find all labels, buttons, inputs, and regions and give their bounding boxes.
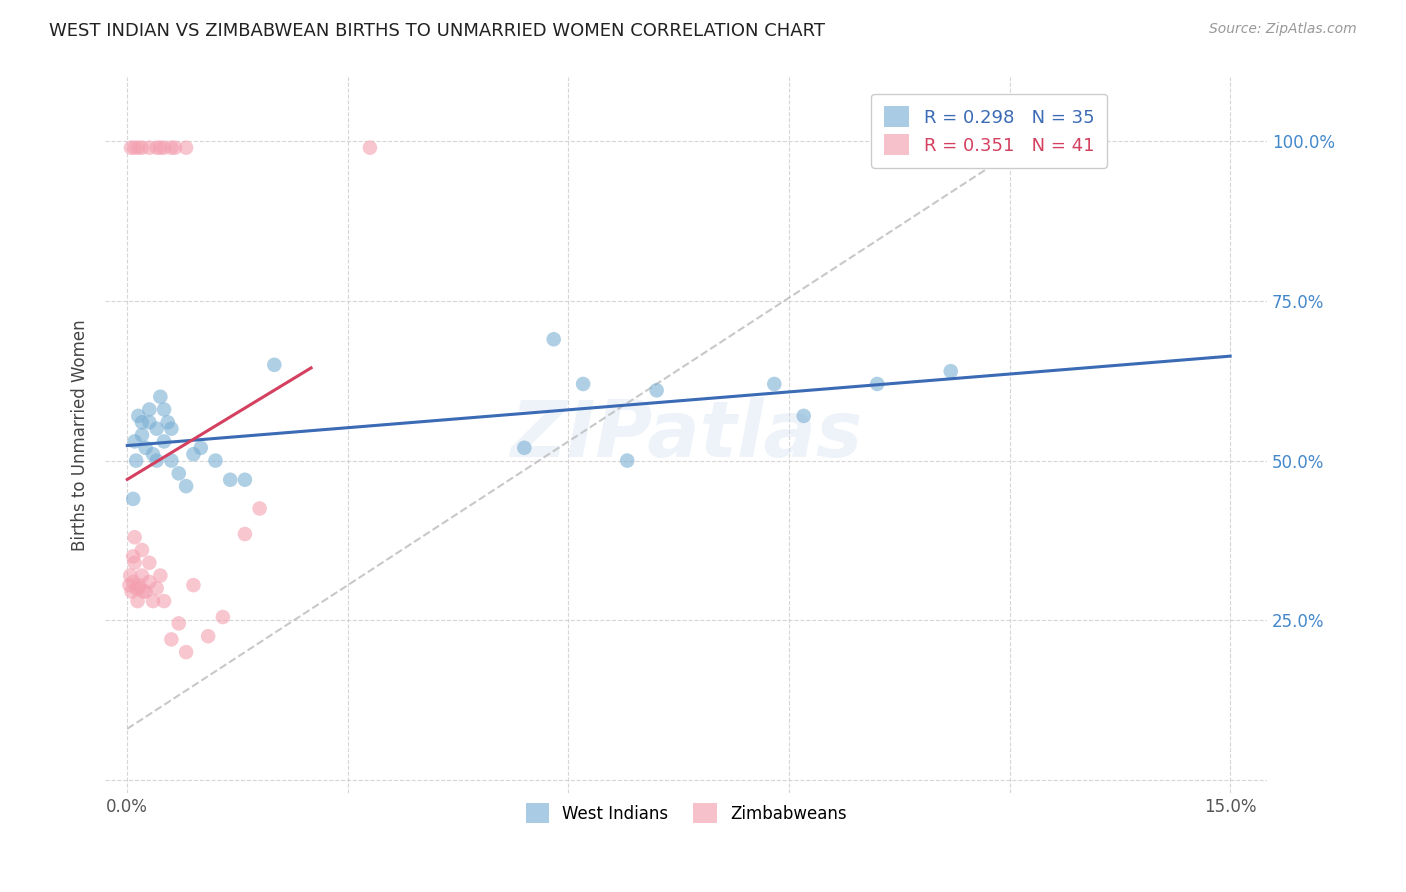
Point [359,141,381,155]
Point [149,568,172,582]
Point [543,332,565,346]
Point [763,376,786,391]
Point [145,582,167,596]
Point [149,141,172,155]
Text: ZIPatlas: ZIPatlas [510,397,862,473]
Point [131,415,153,429]
Point [156,415,179,429]
Point [124,530,146,544]
Point [866,376,889,391]
Point [131,141,153,155]
Point [138,574,160,589]
Point [793,409,815,423]
Point [138,415,160,429]
Point [174,645,197,659]
Point [160,422,183,436]
Point [122,574,145,589]
Point [149,390,172,404]
Point [183,578,205,592]
Point [118,578,141,592]
Point [120,141,142,155]
Point [153,434,176,449]
Point [121,584,143,599]
Point [131,428,153,442]
Point [167,467,190,481]
Point [131,568,153,582]
Point [135,584,157,599]
Point [263,358,285,372]
Point [145,453,167,467]
Point [138,556,160,570]
Point [572,376,595,391]
Text: Source: ZipAtlas.com: Source: ZipAtlas.com [1209,22,1357,37]
Point [128,578,150,592]
Point [145,422,167,436]
Point [219,473,242,487]
Point [160,453,183,467]
Point [616,453,638,467]
Point [212,610,235,624]
Point [122,491,145,506]
Point [138,402,160,417]
Point [132,584,155,599]
Point [120,568,142,582]
Point [131,543,153,558]
Point [160,632,183,647]
Point [153,141,176,155]
Point [127,582,149,596]
Point [124,434,146,449]
Point [138,141,160,155]
Y-axis label: Births to Unmarried Women: Births to Unmarried Women [72,319,89,551]
Point [122,549,145,564]
Point [127,409,149,423]
Legend: West Indians, Zimbabweans: West Indians, Zimbabweans [513,792,858,834]
Point [127,594,149,608]
Point [160,141,183,155]
Point [190,441,212,455]
Point [153,594,176,608]
Point [142,594,165,608]
Point [204,453,226,467]
Point [249,501,271,516]
Point [513,441,536,455]
Point [125,582,148,596]
Point [142,447,165,461]
Point [233,473,256,487]
Point [233,527,256,541]
Point [127,141,149,155]
Point [174,141,197,155]
Point [124,556,146,570]
Point [125,453,148,467]
Point [124,141,146,155]
Point [645,384,668,398]
Point [174,479,197,493]
Point [165,141,187,155]
Point [183,447,205,461]
Text: WEST INDIAN VS ZIMBABWEAN BIRTHS TO UNMARRIED WOMEN CORRELATION CHART: WEST INDIAN VS ZIMBABWEAN BIRTHS TO UNMA… [49,22,825,40]
Point [145,141,167,155]
Point [939,364,962,378]
Point [197,629,219,643]
Point [135,441,157,455]
Point [167,616,190,631]
Point [153,402,176,417]
